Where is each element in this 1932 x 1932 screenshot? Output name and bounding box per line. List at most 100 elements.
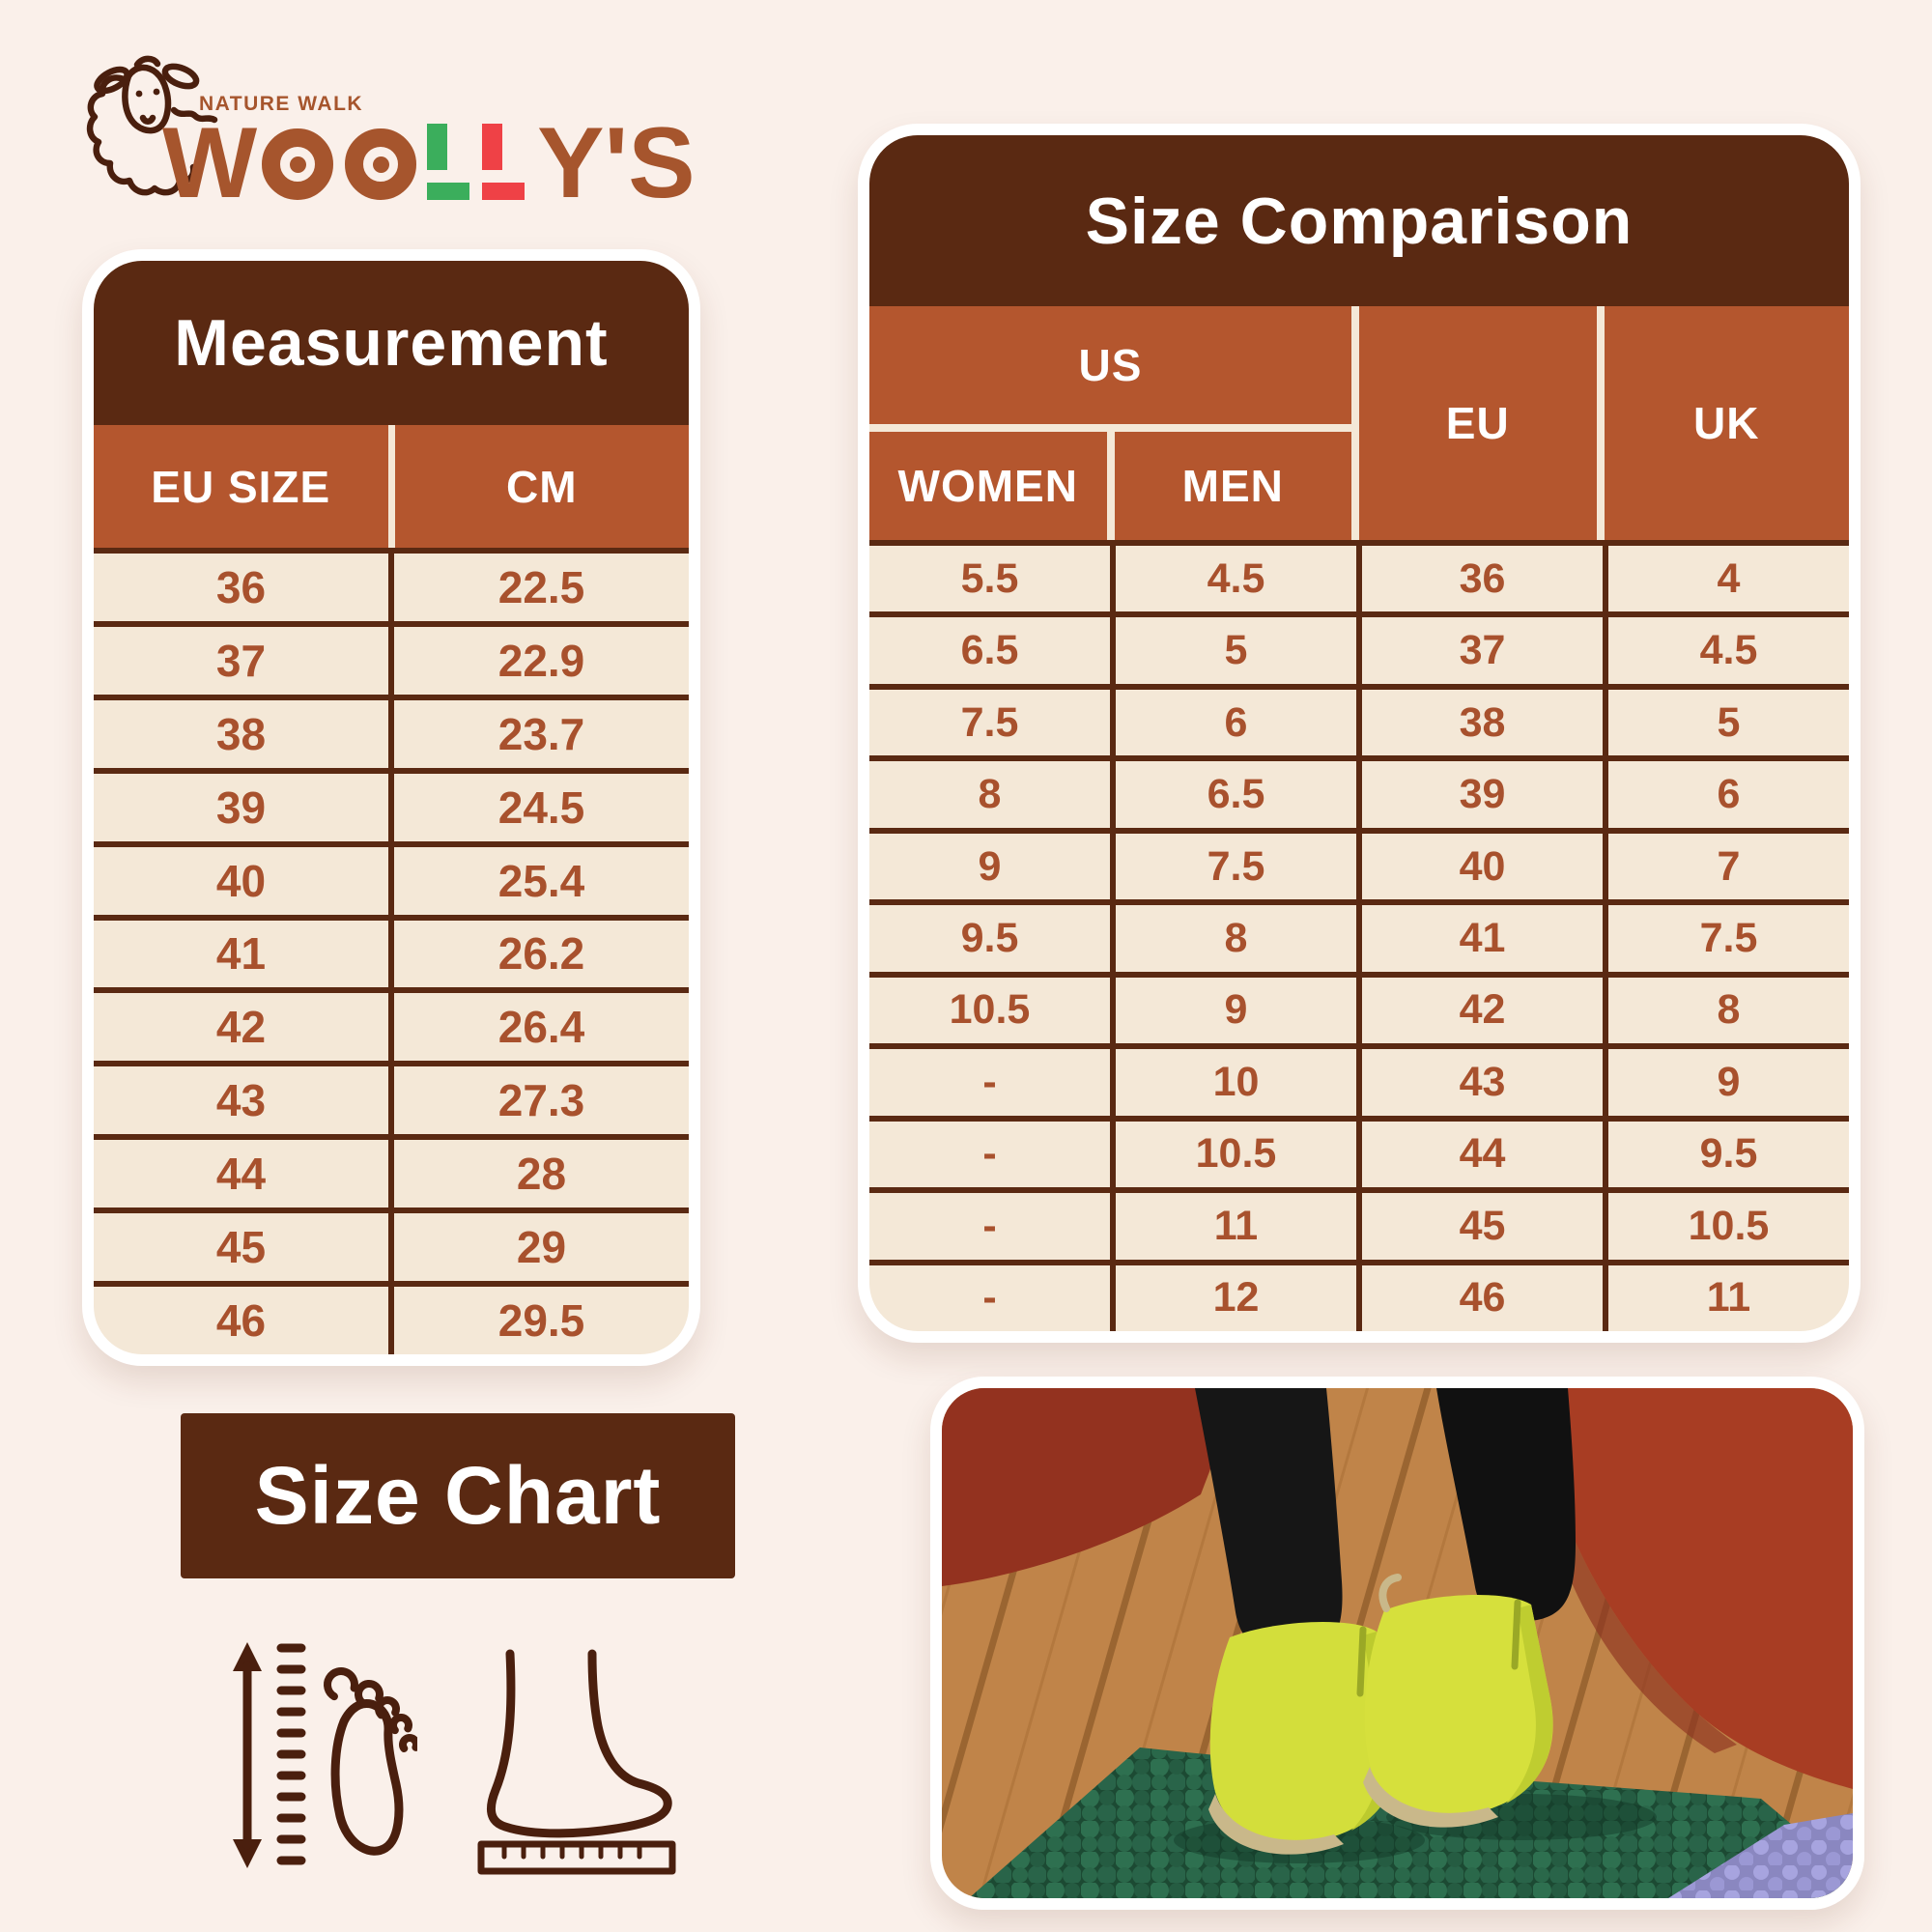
- size-chart-banner: Size Chart: [181, 1413, 735, 1578]
- comparison-column-headers: US WOMEN MEN EU UK: [869, 306, 1849, 540]
- table-cell: 38: [215, 708, 267, 759]
- table-cell: 29.5: [388, 1287, 689, 1354]
- table-cell: 46: [215, 1295, 267, 1347]
- table-row: - 10.5 44 9.5: [869, 1115, 1849, 1188]
- measurement-table-body: 36 22.5 37 22.9 38 23.7 39 24.5 40 25.4 41 26.2 42 26…: [94, 548, 689, 1354]
- table-cell: 9: [1603, 1049, 1849, 1116]
- brand-letter-l-red: [482, 124, 526, 200]
- table-cell: 8: [1603, 977, 1849, 1044]
- table-cell: 42: [215, 1002, 267, 1053]
- table-row: 39 24.5: [94, 767, 689, 841]
- table-cell: 22.9: [388, 626, 689, 695]
- table-cell: 24.5: [388, 773, 689, 841]
- brand-letters-ys: Y'S: [537, 107, 696, 219]
- table-cell: 11: [1603, 1264, 1849, 1331]
- table-cell: 40: [1356, 833, 1603, 900]
- table-cell: 36: [1356, 546, 1603, 612]
- table-cell: 39: [1356, 761, 1603, 828]
- leg-right: [1436, 1388, 1576, 1622]
- table-cell: -: [982, 1130, 997, 1178]
- table-cell: 5: [1603, 689, 1849, 756]
- brand-wordmark: W Y'S: [162, 107, 696, 219]
- table-cell: 29: [388, 1213, 689, 1282]
- table-cell: 25.4: [388, 846, 689, 915]
- table-row: 38 23.7: [94, 694, 689, 768]
- table-cell: 6.5: [960, 627, 1019, 674]
- table-cell: 8: [978, 771, 1002, 818]
- logo-tagline: NATURE WALK: [199, 93, 364, 115]
- table-cell: 45: [1356, 1193, 1603, 1260]
- table-cell: 7.5: [1603, 905, 1849, 972]
- brand-letter-l-green: [427, 124, 471, 200]
- size-comparison-table: Size Comparison US WOMEN MEN EU UK 5.5 4.…: [858, 124, 1861, 1343]
- table-cell: 38: [1356, 689, 1603, 756]
- table-cell: 44: [215, 1149, 267, 1200]
- table-row: 42 26.4: [94, 987, 689, 1062]
- table-cell: 36: [215, 561, 267, 612]
- table-row: 46 29.5: [94, 1281, 689, 1354]
- table-cell: 7: [1603, 833, 1849, 900]
- table-cell: 10: [1110, 1049, 1356, 1116]
- table-cell: 23.7: [388, 699, 689, 768]
- table-row: 6.5 5 37 4.5: [869, 611, 1849, 684]
- table-cell: 4: [1603, 546, 1849, 612]
- table-cell: 42: [1356, 977, 1603, 1044]
- table-row: 40 25.4: [94, 840, 689, 915]
- table-row: 45 29: [94, 1208, 689, 1282]
- foot-profile-ruler-icon: [477, 1649, 676, 1875]
- table-cell: 27.3: [388, 1066, 689, 1135]
- column-header-men: MEN: [1114, 424, 1359, 540]
- table-cell: 9.5: [1603, 1121, 1849, 1188]
- table-cell: 6.5: [1110, 761, 1356, 828]
- column-header-eu-size: EU SIZE: [151, 461, 331, 512]
- table-cell: 10.5: [949, 986, 1031, 1034]
- felt-boots-on-mat-photo: [930, 1377, 1864, 1910]
- table-cell: 37: [1356, 617, 1603, 684]
- column-header-uk: UK: [1693, 398, 1760, 448]
- sheep-icon: [86, 55, 218, 196]
- table-cell: 7.5: [1110, 833, 1356, 900]
- couch-left: [942, 1388, 1241, 1586]
- measurement-table: Measurement EU SIZE CM 36 22.5 37 22.9 38 23.…: [82, 249, 700, 1366]
- table-row: 10.5 9 42 8: [869, 971, 1849, 1044]
- couch-right: [1492, 1388, 1853, 1789]
- comparison-title: Size Comparison: [869, 135, 1849, 306]
- table-row: 41 26.2: [94, 914, 689, 988]
- lavender-mat: [1668, 1813, 1853, 1898]
- table-cell: 10.5: [1603, 1193, 1849, 1260]
- table-cell: 5.5: [960, 554, 1019, 602]
- table-row: 36 22.5: [94, 548, 689, 621]
- table-row: 9.5 8 41 7.5: [869, 899, 1849, 972]
- table-cell: 10.5: [1110, 1121, 1356, 1188]
- table-cell: -: [982, 1058, 997, 1105]
- table-cell: 9.5: [960, 914, 1019, 961]
- table-row: 9 7.5 40 7: [869, 827, 1849, 900]
- table-cell: 43: [1356, 1049, 1603, 1116]
- table-row: 37 22.9: [94, 620, 689, 695]
- table-cell: 8: [1110, 905, 1356, 972]
- table-cell: -: [982, 1274, 997, 1321]
- column-header-us: US: [869, 306, 1359, 424]
- table-cell: 45: [215, 1222, 267, 1273]
- table-row: 7.5 6 38 5: [869, 683, 1849, 756]
- table-cell: 41: [1356, 905, 1603, 972]
- table-cell: 28: [388, 1140, 689, 1208]
- table-row: 43 27.3: [94, 1061, 689, 1135]
- brand-letter-o: [345, 128, 417, 200]
- table-cell: 41: [215, 928, 267, 980]
- table-cell: 7.5: [960, 698, 1019, 746]
- table-cell: 9: [1110, 977, 1356, 1044]
- leg-left: [1195, 1388, 1343, 1656]
- column-header-cm: CM: [387, 425, 690, 548]
- table-cell: 6: [1603, 761, 1849, 828]
- table-row: 8 6.5 39 6: [869, 755, 1849, 828]
- table-cell: 4.5: [1603, 617, 1849, 684]
- table-row: 44 28: [94, 1134, 689, 1208]
- measurement-column-headers: EU SIZE CM: [94, 425, 689, 548]
- table-cell: 26.4: [388, 993, 689, 1062]
- table-cell: 22.5: [388, 554, 689, 621]
- table-cell: 37: [215, 635, 267, 686]
- table-cell: 12: [1110, 1264, 1356, 1331]
- table-cell: -: [982, 1202, 997, 1249]
